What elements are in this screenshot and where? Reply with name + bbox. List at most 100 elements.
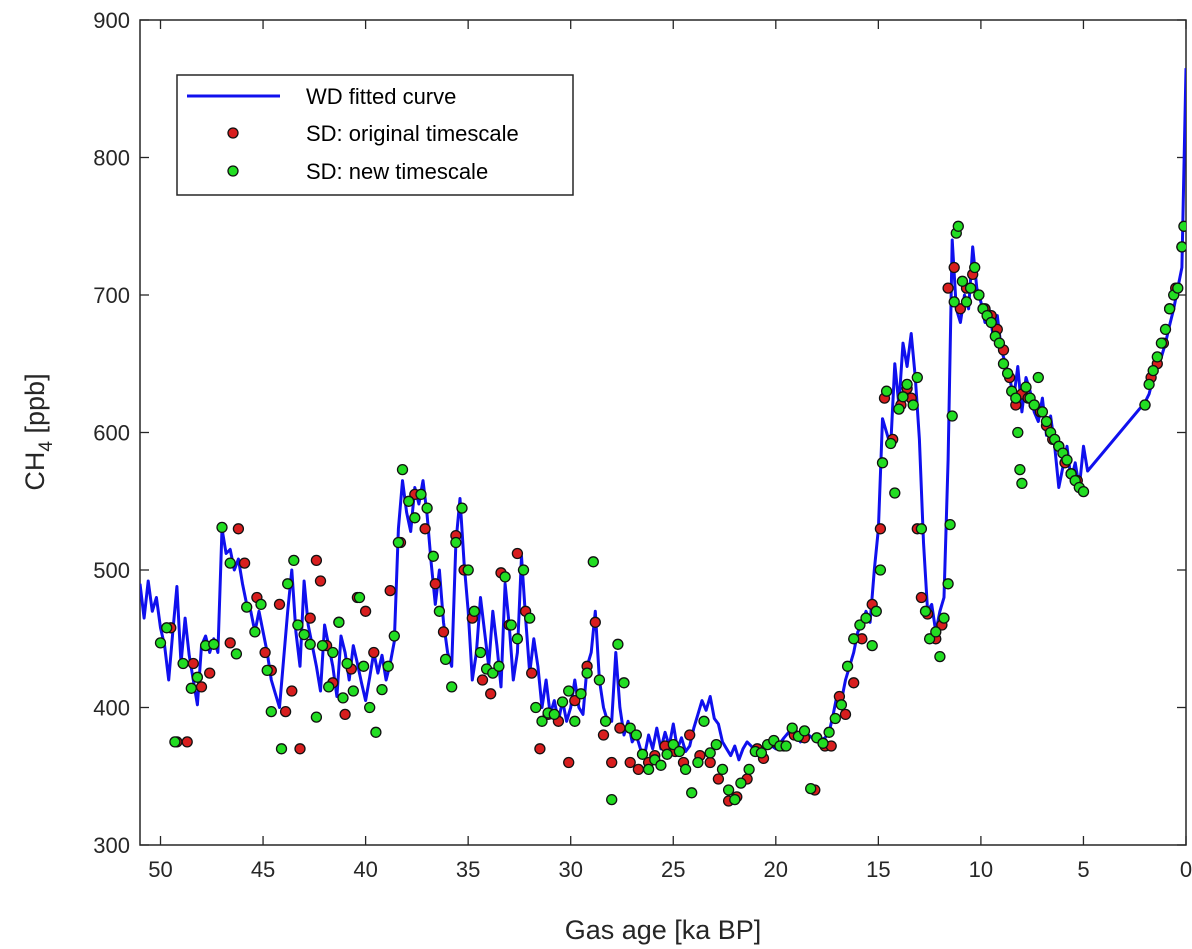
original-timescale-point: [632, 763, 645, 776]
original-timescale-point: [534, 743, 546, 755]
original-timescale-point: [339, 708, 351, 721]
new-timescale-point: [946, 410, 958, 422]
x-tick-label: 40: [353, 857, 377, 882]
new-timescale-point: [642, 763, 655, 776]
original-timescale-point: [569, 694, 581, 707]
original-timescale-point: [187, 657, 199, 670]
new-timescale-point: [969, 261, 981, 274]
original-timescale-point: [624, 756, 636, 769]
new-timescale-point: [1040, 415, 1053, 428]
new-timescale-point: [1155, 337, 1168, 349]
new-timescale-point: [524, 612, 536, 624]
new-timescale-point: [944, 518, 956, 531]
new-timescale-point: [698, 715, 710, 727]
new-timescale-point: [993, 337, 1006, 349]
original-timescale-point: [942, 282, 954, 294]
new-timescale-point: [347, 685, 359, 697]
new-timescale-point: [636, 748, 649, 760]
new-timescale-point: [169, 736, 181, 748]
series-layer: [140, 68, 1186, 807]
new-timescale-point: [667, 738, 679, 751]
new-timescale-point: [618, 677, 630, 689]
new-timescale-point: [427, 550, 439, 562]
y-tick-label: 800: [93, 146, 130, 171]
new-timescale-point: [1163, 303, 1176, 315]
new-timescale-point: [154, 637, 167, 649]
original-timescale-point: [384, 584, 396, 597]
new-timescale-point: [835, 699, 848, 711]
new-timescale-point: [729, 793, 741, 806]
new-timescale-point: [511, 633, 524, 645]
legend-label-original-timescale: SD: original timescale: [306, 121, 519, 146]
new-timescale-point: [1061, 454, 1073, 466]
original-timescale-point: [310, 554, 323, 567]
original-timescale-point: [511, 547, 524, 560]
original-timescale-point: [314, 575, 327, 587]
new-timescale-point: [829, 712, 841, 725]
new-timescale-point: [606, 793, 618, 806]
new-timescale-point: [780, 740, 792, 752]
new-timescale-point: [938, 612, 950, 624]
original-timescale-point: [848, 677, 860, 689]
legend-marker-new: [227, 165, 239, 177]
new-timescale-point: [421, 502, 433, 514]
new-timescale-point: [874, 564, 887, 576]
new-timescale-point: [901, 378, 913, 391]
new-timescale-point: [599, 715, 612, 727]
new-timescale-point: [265, 705, 277, 718]
new-timescale-point: [563, 685, 575, 697]
original-timescale-point: [304, 612, 316, 624]
new-timescale-point: [755, 747, 768, 759]
x-tick-label: 15: [866, 857, 890, 882]
new-timescale-point: [403, 495, 415, 507]
new-timescale-point: [897, 391, 909, 403]
new-timescale-point: [230, 648, 243, 660]
new-timescale-point: [661, 748, 673, 760]
new-timescale-point: [1077, 485, 1090, 498]
new-timescale-point: [805, 782, 817, 795]
new-timescale-point: [1010, 392, 1022, 404]
new-timescale-point: [710, 738, 722, 751]
new-timescale-point: [885, 437, 897, 450]
new-timescale-point: [382, 660, 394, 672]
new-timescale-point: [866, 639, 878, 652]
new-timescale-point: [556, 696, 569, 708]
new-timescale-point: [409, 512, 421, 524]
new-timescale-point: [499, 571, 511, 583]
y-axis-ticks: 300 400 500 600 700 800 900: [93, 8, 1186, 858]
new-timescale-point: [388, 630, 400, 642]
new-timescale-point: [185, 682, 197, 694]
new-timescale-point: [704, 747, 716, 759]
new-timescale-point: [224, 557, 236, 569]
new-timescale-point: [316, 639, 329, 652]
new-timescale-point: [587, 556, 599, 568]
new-timescale-point: [911, 371, 923, 384]
original-timescale-point: [204, 667, 216, 679]
new-timescale-point: [456, 502, 468, 514]
new-timescale-point: [692, 756, 704, 769]
x-tick-label: 5: [1077, 857, 1089, 882]
x-axis-ticks: 50 45 40 35 30 25 20 15 10 5 0: [148, 20, 1192, 882]
original-timescale-point: [526, 667, 538, 679]
new-timescale-point: [973, 289, 985, 301]
legend-marker-original: [227, 127, 239, 139]
new-timescale-point: [323, 681, 335, 693]
original-timescale-point: [359, 605, 372, 617]
new-timescale-point: [1020, 381, 1032, 393]
new-timescale-point: [288, 554, 300, 567]
y-tick-label: 900: [93, 8, 130, 33]
new-timescale-point: [1001, 367, 1014, 380]
original-timescale-point: [232, 523, 245, 535]
new-timescale-point: [841, 660, 854, 672]
x-axis-title: Gas age [ka BP]: [565, 915, 762, 945]
new-timescale-point: [919, 605, 932, 617]
new-timescale-point: [439, 653, 452, 666]
new-timescale-point: [679, 763, 692, 776]
new-timescale-point: [376, 683, 388, 696]
original-timescale-point: [259, 646, 271, 659]
new-timescale-point: [934, 650, 946, 663]
new-timescale-point: [505, 619, 517, 631]
new-timescale-point: [923, 633, 936, 645]
new-timescale-point: [997, 358, 1010, 370]
original-timescale-point: [181, 736, 193, 748]
